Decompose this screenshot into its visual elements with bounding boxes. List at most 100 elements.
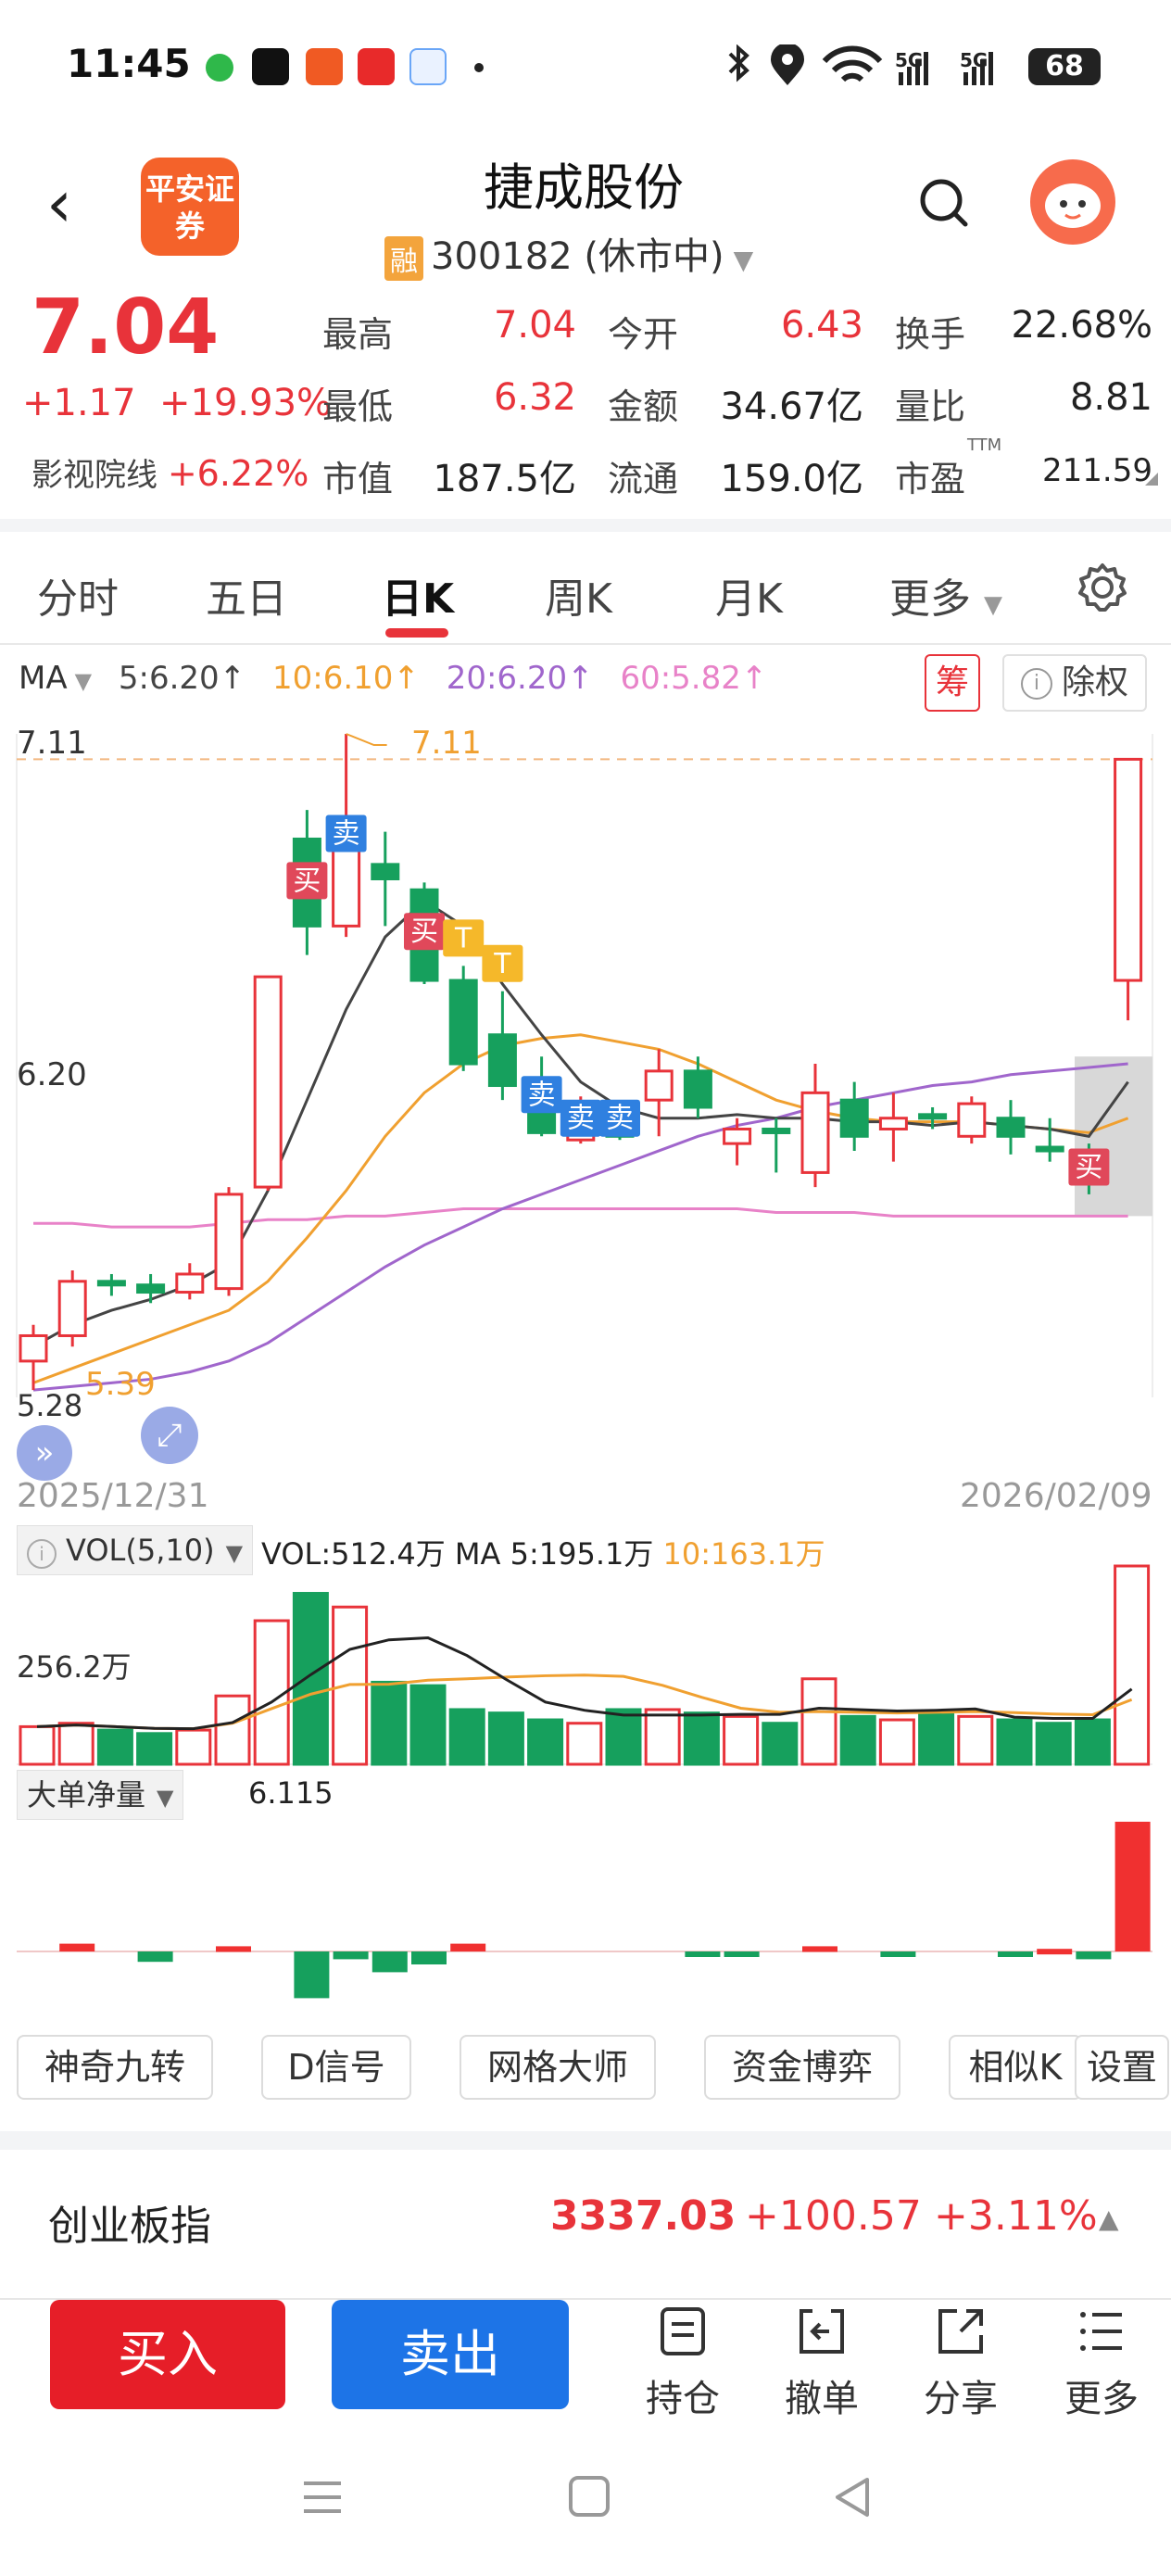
index-bar[interactable]: 创业板指 3337.03 +100.57 +3.11% ▲ [0, 2131, 1171, 2300]
sector-change-pct: +6.22% [167, 453, 309, 494]
recent-apps-icon[interactable] [300, 2474, 346, 2520]
tab-daily-k[interactable]: 日K [382, 575, 455, 623]
settings-gear-icon[interactable] [1077, 562, 1128, 613]
signal-box-8 [1068, 1148, 1110, 1186]
expand-left-icon[interactable]: » [17, 1425, 72, 1481]
pe-label: 市盈 [895, 459, 966, 499]
net-bar-3 [137, 1951, 173, 1963]
home-icon[interactable] [567, 2474, 613, 2520]
indicator-grid-master[interactable]: 网格大师 [460, 2035, 656, 2100]
indicator-settings-button[interactable]: 设置 [1075, 2035, 1169, 2100]
sector-info[interactable]: 影视院线 +6.22% [31, 453, 309, 494]
volume-ratio-value: 8.81 [1069, 376, 1152, 419]
tab-intraday[interactable]: 分时 [37, 575, 119, 623]
positions-button[interactable]: 持仓 [632, 2304, 734, 2422]
vol-bar-25 [996, 1718, 1033, 1766]
signal-5: 卖 [521, 1076, 562, 1114]
message-icon [206, 54, 233, 82]
tab-monthly-k[interactable]: 月K [715, 575, 783, 623]
tiktok-icon [252, 48, 289, 85]
candle-body-8 [332, 837, 361, 928]
chevron-down-icon: ▼ [74, 668, 93, 694]
price-change: +1.17 +19.93% [22, 382, 333, 424]
turnover-label: 换手 [895, 314, 966, 355]
tab-more[interactable]: 更多 ▼ [889, 575, 1002, 623]
candle-body-0 [19, 1333, 48, 1363]
signal-box-5 [521, 1076, 562, 1114]
vol-bar-3 [136, 1732, 173, 1766]
net-bar-8 [333, 1951, 369, 1960]
tab-weekly-k[interactable]: 周K [545, 575, 612, 623]
signal-box-2 [404, 913, 445, 951]
candle-body-5 [214, 1193, 244, 1291]
signal-box-4 [482, 944, 523, 982]
net-bar-27 [1076, 1951, 1112, 1960]
signal-8: 买 [1068, 1148, 1110, 1186]
ma-label: MA [19, 660, 68, 697]
net-bar-22 [880, 1951, 916, 1957]
ma10-value: 10:6.10↑ [271, 660, 420, 697]
indicator-d-signal[interactable]: D信号 [261, 2035, 411, 2100]
back-icon[interactable]: ‹ [46, 166, 72, 242]
candle-body-18 [723, 1127, 752, 1145]
candle-body-19 [762, 1127, 791, 1134]
signal-text-7: 卖 [606, 1103, 634, 1135]
net-bar-11 [450, 1943, 486, 1951]
ex-rights-button[interactable]: i 除权 [1002, 654, 1147, 712]
indicator-magic-nine[interactable]: 神奇九转 [17, 2035, 213, 2100]
candle-body-25 [996, 1117, 1026, 1138]
candle-22 [878, 1092, 908, 1162]
search-icon[interactable] [917, 176, 969, 228]
ma20-polyline [32, 1062, 1128, 1392]
back-nav-icon[interactable] [830, 2474, 876, 2520]
info-icon: i [1020, 668, 1052, 700]
tab-five-day[interactable]: 五日 [206, 575, 287, 623]
app-icon-2 [358, 48, 395, 85]
menu-icon [1080, 2312, 1122, 2351]
broker-logo: 平安证券 [141, 158, 239, 256]
price-axis-mid: 6.20 [17, 1056, 87, 1093]
sell-button[interactable]: 卖出 [332, 2300, 569, 2409]
start-date: 2025/12/31 [17, 1477, 209, 1515]
index-value: 3337.03 [550, 2192, 737, 2240]
net-bar-18 [724, 1951, 760, 1957]
vol-bar-11 [448, 1708, 485, 1766]
net-bar-17 [685, 1951, 721, 1957]
ma10-polyline [32, 1033, 1129, 1384]
min-price-label: 5.39 [85, 1366, 156, 1403]
signal-7: 卖 [599, 1099, 640, 1137]
more-notifications-icon [474, 63, 484, 72]
indicator-capital-game[interactable]: 资金博弈 [704, 2035, 900, 2100]
buy-button[interactable]: 买入 [50, 2300, 285, 2409]
net-bar-20 [802, 1946, 837, 1952]
vol-bar-22 [878, 1718, 915, 1766]
corner-expand-icon[interactable] [1145, 473, 1158, 486]
vol-bar-7 [292, 1592, 329, 1766]
chip-distribution-button[interactable]: 筹 [925, 654, 980, 712]
cancel-order-button[interactable]: 撤单 [771, 2304, 873, 2422]
signal-box-7 [599, 1099, 640, 1137]
more-button[interactable]: 更多 [1051, 2304, 1152, 2422]
vol-bar-18 [723, 1714, 760, 1766]
net-volume-bars [17, 1822, 1152, 1999]
assistant-avatar[interactable] [1030, 159, 1115, 245]
share-button[interactable]: 分享 [910, 2304, 1012, 2422]
net-volume-selector[interactable]: 大单净量 ▼ [17, 1770, 184, 1820]
chevron-down-icon: ▼ [733, 245, 754, 275]
indicator-similar-k[interactable]: 相似K [949, 2035, 1082, 2100]
vol-indicator-selector[interactable]: i VOL(5,10) ▼ [17, 1525, 254, 1575]
stock-code-status[interactable]: 融 300182 (休市中) ▼ [384, 226, 792, 281]
app-icon [306, 48, 343, 85]
vol-bar-26 [1035, 1722, 1072, 1766]
fullscreen-icon[interactable]: ⤢ [141, 1407, 198, 1464]
undo-icon [800, 2309, 844, 2354]
net-bar-7 [294, 1951, 330, 1999]
candle-3 [136, 1273, 166, 1304]
vol-bar-19 [762, 1722, 799, 1766]
candle-9 [371, 831, 400, 927]
ma10-line [32, 1033, 1129, 1384]
info-icon: i [27, 1539, 57, 1569]
ma-legend[interactable]: MA ▼ 5:6.20↑ 10:6.10↑ 20:6.20↑ 60:5.82↑ [19, 660, 784, 697]
